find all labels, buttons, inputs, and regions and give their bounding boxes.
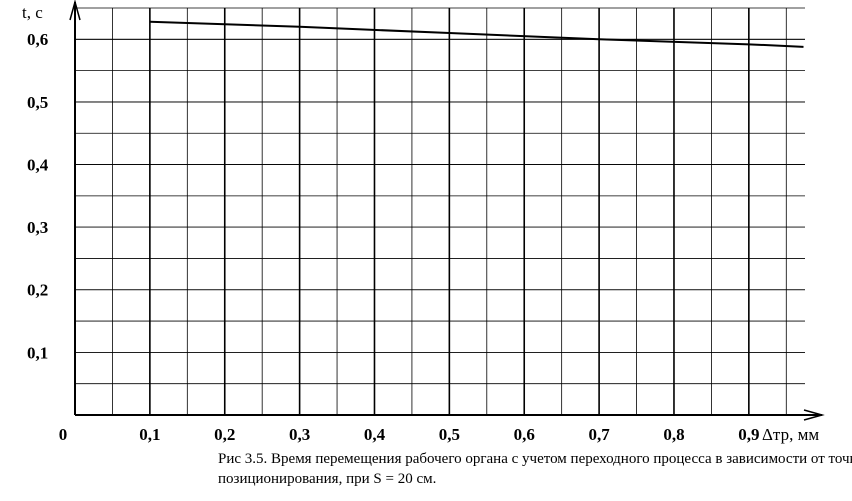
- y-axis-label: t, c: [22, 3, 43, 22]
- x-tick-label: 0: [59, 425, 68, 444]
- x-tick-label: 0,3: [289, 425, 310, 444]
- x-axis-label: Δтр, мм: [762, 425, 819, 444]
- data-line: [149, 20, 804, 48]
- y-tick-label: 0,3: [27, 218, 48, 237]
- y-tick-label: 0,2: [27, 281, 48, 300]
- caption: Рис 3.5. Время перемещения рабочего орга…: [218, 451, 852, 467]
- x-tick-label: 0,5: [439, 425, 460, 444]
- x-tick-label: 0,8: [663, 425, 684, 444]
- x-tick-label: 0,1: [139, 425, 160, 444]
- x-tick-label: 0,7: [588, 425, 610, 444]
- x-tick-label: 0,2: [214, 425, 235, 444]
- x-tick-label: 0,9: [738, 425, 759, 444]
- y-tick-label: 0,6: [27, 30, 48, 49]
- caption: позиционирования, при S = 20 см.: [218, 471, 436, 487]
- y-tick-label: 0,5: [27, 93, 48, 112]
- x-tick-label: 0,4: [364, 425, 386, 444]
- x-axis-arrow: [803, 409, 825, 421]
- y-axis-arrow: [69, 0, 81, 21]
- x-tick-label: 0,6: [514, 425, 535, 444]
- y-tick-label: 0,1: [27, 343, 48, 362]
- y-tick-label: 0,4: [27, 155, 49, 174]
